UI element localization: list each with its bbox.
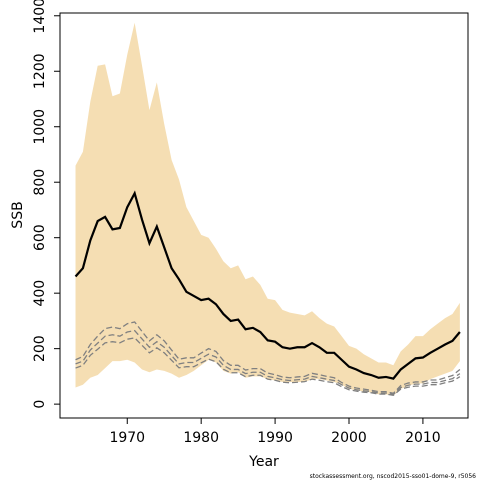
- y-tick-label: 1000: [32, 109, 48, 145]
- series-line: [75, 321, 461, 395]
- y-tick-label: 600: [32, 224, 48, 251]
- y-tick-label: 1200: [32, 53, 48, 89]
- x-tick-label: 1970: [109, 430, 145, 446]
- y-tick-label: 1400: [32, 0, 48, 34]
- y-tick-label: 400: [32, 280, 48, 307]
- y-tick-label: 0: [32, 400, 48, 409]
- series-line: [74, 190, 461, 380]
- series-line: [75, 329, 461, 396]
- y-tick-label: 800: [32, 169, 48, 196]
- y-tick-label: 200: [32, 335, 48, 362]
- series-line: [75, 337, 461, 396]
- footnote: stockassessment.org, nscod2015-sso01-dom…: [310, 473, 477, 480]
- plot-frame: [59, 12, 469, 419]
- x-tick-label: 2000: [331, 430, 367, 446]
- x-tick-label: 1990: [257, 430, 293, 446]
- x-axis-label: Year: [248, 454, 279, 470]
- confidence-band: [75, 22, 460, 396]
- y-axis-label: SSB: [10, 201, 26, 228]
- x-tick-label: 2010: [405, 430, 441, 446]
- x-tick-label: 1980: [183, 430, 219, 446]
